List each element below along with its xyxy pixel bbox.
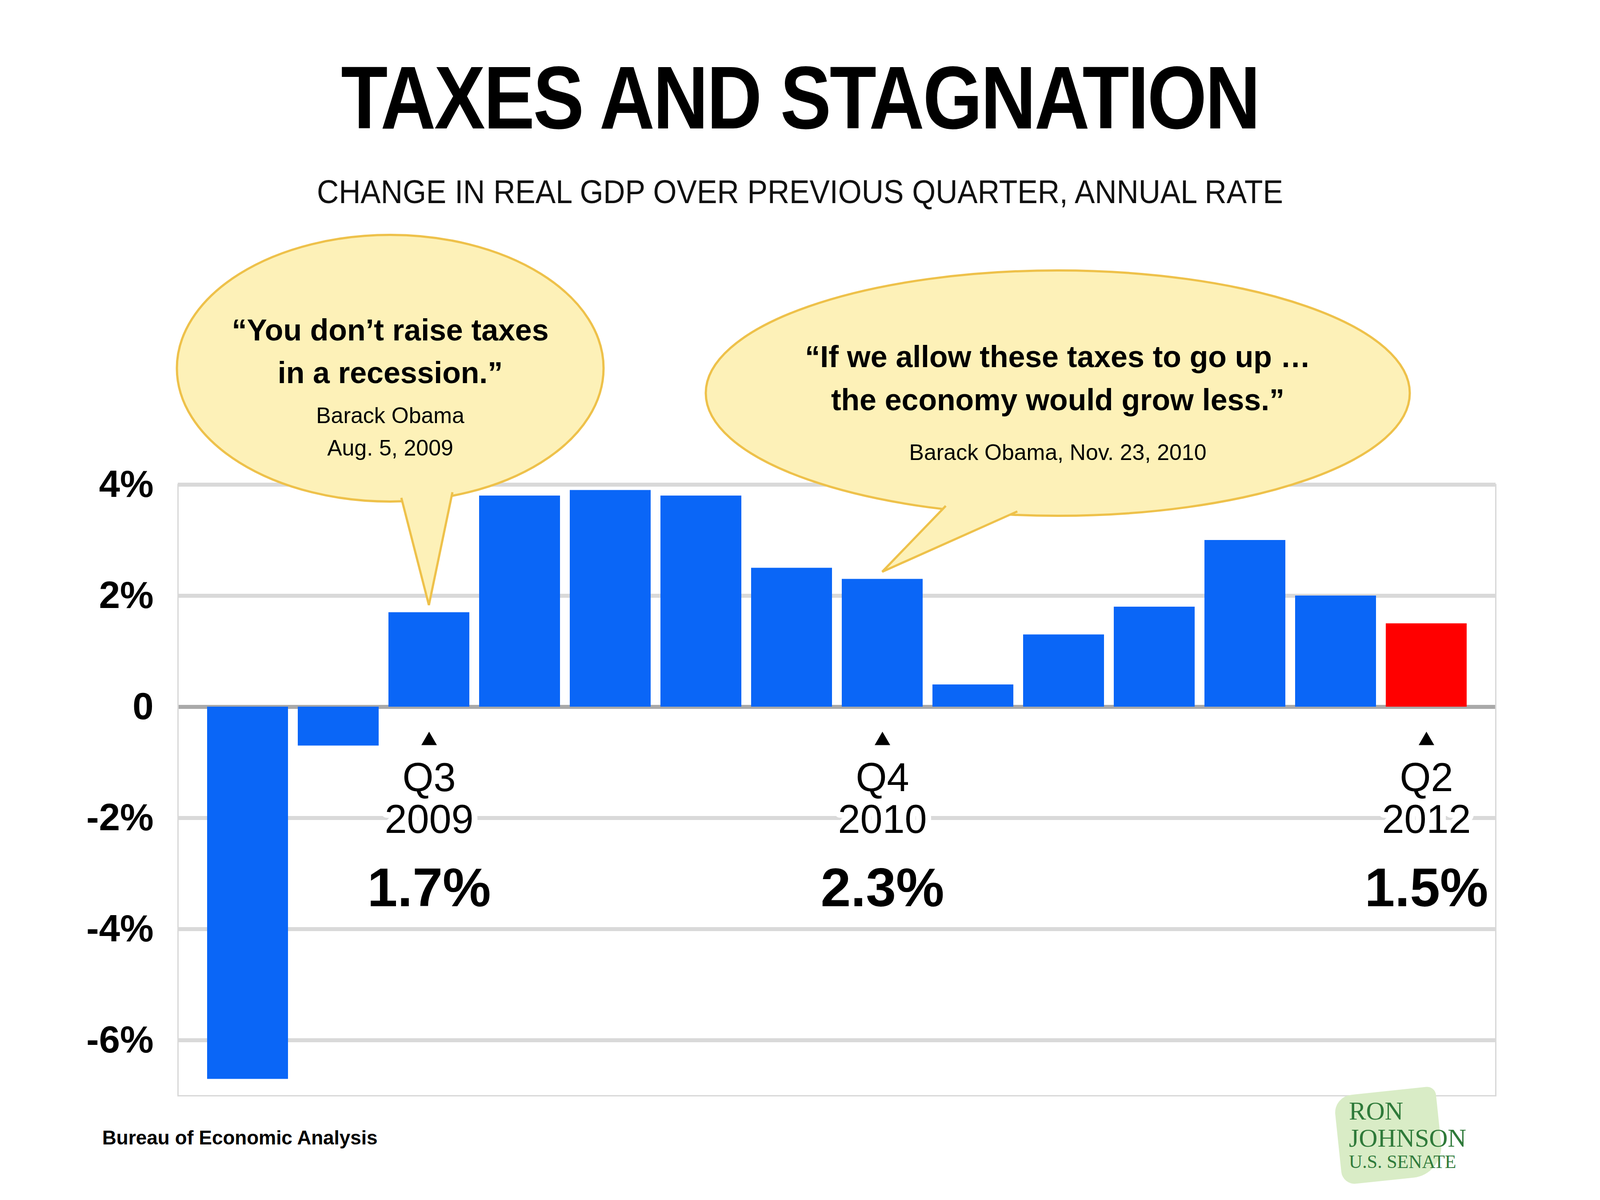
svg-text:in a recession.”: in a recession.” <box>277 355 503 390</box>
html-text:Bureau of Economic Analysis: Bureau of Economic Analysis <box>102 1126 378 1149</box>
svg-text:Aug. 5, 2009: Aug. 5, 2009 <box>327 435 454 461</box>
svg-text:Q42010: Q42010 <box>837 755 927 842</box>
html-text:RON: RON <box>1348 1096 1404 1126</box>
svg-text:-4%: -4% <box>86 907 154 950</box>
svg-text:2%: 2% <box>99 573 154 616</box>
html-text:CHANGE IN REAL GDP OVER PREVIO: CHANGE IN REAL GDP OVER PREVIOUS QUARTER… <box>316 173 1284 211</box>
svg-text:4%: 4% <box>99 462 154 505</box>
svg-text:the economy would grow less.”: the economy would grow less.” <box>831 382 1285 417</box>
svg-text:Barack Obama: Barack Obama <box>316 403 465 428</box>
svg-text:“If we allow these taxes to go: “If we allow these taxes to go up … <box>804 339 1311 374</box>
svg-text:1.7%: 1.7% <box>367 857 491 918</box>
svg-text:Q32009: Q32009 <box>384 755 474 842</box>
html-text:JOHNSON: JOHNSON <box>1348 1123 1467 1153</box>
html-text:U.S. SENATE: U.S. SENATE <box>1348 1151 1457 1172</box>
svg-text:“You don’t raise taxes: “You don’t raise taxes <box>232 312 549 347</box>
svg-text:Barack Obama, Nov. 23, 2010: Barack Obama, Nov. 23, 2010 <box>909 440 1207 465</box>
html-text:TAXES AND STAGNATION: TAXES AND STAGNATION <box>341 48 1259 148</box>
svg-text:Q22012: Q22012 <box>1381 755 1471 842</box>
svg-text:-2%: -2% <box>86 796 154 839</box>
svg-text:1.5%: 1.5% <box>1364 857 1488 918</box>
svg-text:2.3%: 2.3% <box>820 857 944 918</box>
svg-text:-6%: -6% <box>86 1018 154 1061</box>
svg-text:0: 0 <box>132 684 154 728</box>
